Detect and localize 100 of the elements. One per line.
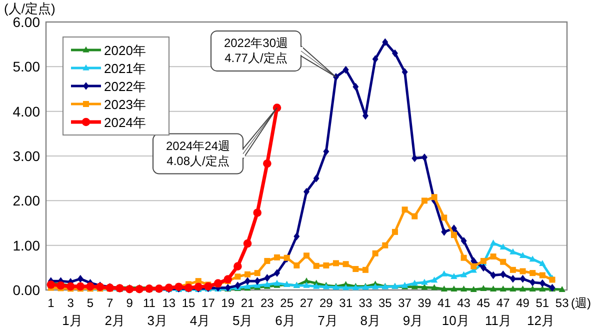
point xyxy=(510,286,516,292)
point xyxy=(431,194,438,200)
point xyxy=(46,280,56,289)
point xyxy=(450,273,458,279)
text: 2月 xyxy=(104,313,125,328)
point xyxy=(332,260,339,266)
point xyxy=(440,286,448,292)
annotation: 2022年30週 4.77人/定点 xyxy=(224,36,288,65)
point xyxy=(530,278,536,286)
x-tick-label: 9 xyxy=(126,296,134,310)
point xyxy=(490,271,496,280)
point xyxy=(412,213,418,220)
y-tick-label: 4.00 xyxy=(12,103,40,120)
x-tick-label: 15 xyxy=(182,296,196,310)
x-tick-label: 29 xyxy=(319,296,334,310)
point xyxy=(520,268,526,274)
point xyxy=(421,198,428,204)
point xyxy=(480,285,487,292)
point xyxy=(470,286,477,292)
point xyxy=(323,148,330,156)
point xyxy=(352,266,359,272)
x-tick-label: 31 xyxy=(339,296,353,310)
point xyxy=(352,82,359,91)
y-axis-title: (人/定点) xyxy=(4,1,56,16)
point xyxy=(441,228,448,236)
point xyxy=(303,282,310,288)
point xyxy=(372,283,379,290)
point xyxy=(510,266,516,273)
point xyxy=(539,279,546,288)
point xyxy=(234,274,241,280)
y-tick-label: 6.00 xyxy=(12,14,40,30)
callout: 2022年30週 4.77人/定点 xyxy=(210,30,336,78)
x-tick-label: 11 xyxy=(142,296,156,310)
point xyxy=(313,262,320,269)
point xyxy=(430,276,438,283)
point xyxy=(529,286,536,292)
point xyxy=(264,258,270,264)
point xyxy=(264,274,270,282)
point xyxy=(539,260,546,266)
point xyxy=(66,282,75,291)
point xyxy=(510,248,516,254)
point xyxy=(500,258,506,265)
x-tick-label: 37 xyxy=(398,296,412,310)
text: 8月 xyxy=(360,313,381,328)
point xyxy=(500,270,506,278)
x-tick-label: 17 xyxy=(202,296,216,310)
point xyxy=(460,286,468,292)
point xyxy=(490,240,497,246)
point xyxy=(244,271,251,278)
point xyxy=(480,264,486,272)
point xyxy=(460,236,467,245)
text: 1月 xyxy=(62,313,82,328)
text: 12月 xyxy=(527,313,555,328)
x-tick-label: 19 xyxy=(221,296,235,310)
text: 11月 xyxy=(484,313,512,328)
x-tick-label: 13 xyxy=(162,296,176,310)
annotation: 2024年24週 4.08人/定点 xyxy=(166,138,230,168)
legend-label: 2023年 xyxy=(104,97,146,112)
x-tick-label: 5 xyxy=(86,296,94,310)
x-tick-label: 39 xyxy=(418,296,432,310)
point xyxy=(382,38,388,46)
x-tick-label: 49 xyxy=(516,296,530,310)
point xyxy=(56,281,65,290)
x-axis-title: (週) xyxy=(571,296,591,310)
point xyxy=(294,232,300,240)
text: 10月 xyxy=(442,313,470,328)
point xyxy=(530,270,536,276)
x-tick-label: 7 xyxy=(106,296,114,310)
x-tick-label: 21 xyxy=(240,296,255,310)
text: 4月 xyxy=(190,313,210,328)
point xyxy=(519,286,526,292)
point xyxy=(450,224,457,232)
point xyxy=(520,274,526,283)
point xyxy=(558,286,566,292)
x-tick-label: 47 xyxy=(496,296,510,310)
point xyxy=(529,256,536,262)
y-tick-label: 5.00 xyxy=(12,58,40,75)
point xyxy=(500,286,506,292)
point xyxy=(460,254,467,261)
x-tick-label: 25 xyxy=(280,296,294,310)
point xyxy=(323,262,330,268)
point xyxy=(392,49,398,58)
x-tick-label: 53 xyxy=(555,296,570,310)
point xyxy=(274,254,280,260)
point xyxy=(313,282,320,289)
point xyxy=(539,286,546,292)
point xyxy=(294,262,300,268)
text: 9月 xyxy=(402,313,424,328)
x-tick-label: 1 xyxy=(48,296,55,310)
legend-label: 2020年 xyxy=(104,43,146,58)
x-tick-label: 51 xyxy=(536,296,550,310)
point xyxy=(263,159,272,168)
x-tick-label: 23 xyxy=(260,296,274,310)
point xyxy=(490,286,497,292)
point xyxy=(450,232,457,238)
point xyxy=(470,263,477,270)
legend-label: 2024年 xyxy=(104,115,146,130)
point xyxy=(450,286,458,292)
y-tick-label: 3.00 xyxy=(12,148,40,164)
point xyxy=(372,55,378,63)
